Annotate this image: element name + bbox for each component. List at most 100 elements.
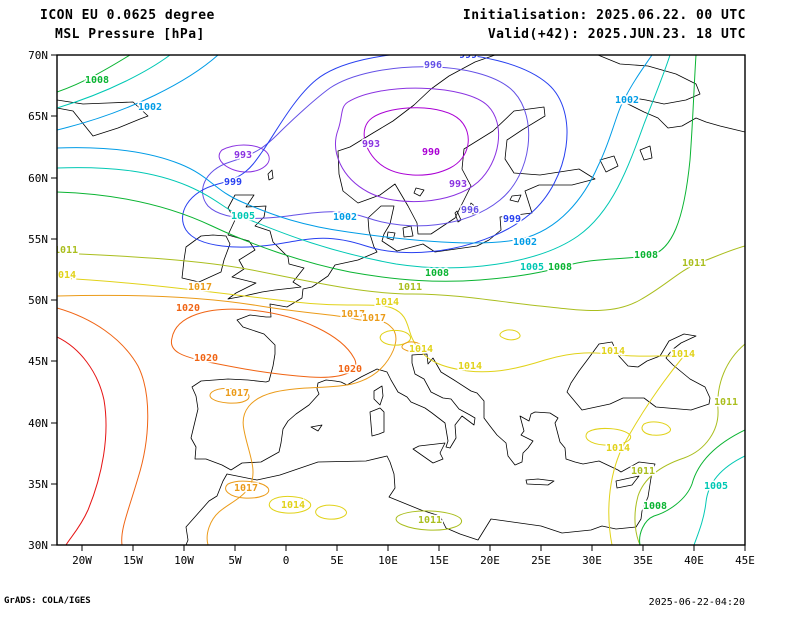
isobar-label: 1011 bbox=[631, 466, 655, 477]
isobar-label: 993 bbox=[362, 139, 380, 150]
coastline-path bbox=[402, 225, 414, 238]
isobar-label: 1008 bbox=[548, 262, 572, 273]
isobar-label: 1002 bbox=[333, 212, 357, 223]
lon-tick-label: 25E bbox=[531, 554, 551, 567]
coastline-path bbox=[597, 55, 745, 133]
lon-tick-label: 10E bbox=[378, 554, 398, 567]
lon-tick-label: 5W bbox=[228, 554, 242, 567]
isobar-label: 1005 bbox=[231, 211, 255, 222]
isobar-1020 bbox=[57, 307, 149, 545]
lon-tick-label: 5E bbox=[330, 554, 343, 567]
isobar-1008 bbox=[57, 55, 697, 282]
isobar-1017 bbox=[225, 480, 270, 499]
coastline-path bbox=[190, 55, 596, 471]
model-title: ICON EU 0.0625 degree bbox=[40, 8, 215, 23]
lat-tick-label: 60N bbox=[28, 172, 48, 185]
isobar-label: 990 bbox=[422, 147, 440, 158]
coastline-path bbox=[413, 187, 425, 197]
isobar-label: 996 bbox=[461, 205, 479, 216]
isobar-label: 1014 bbox=[606, 443, 630, 454]
coastline-path bbox=[227, 194, 305, 300]
coastline-path bbox=[267, 169, 274, 181]
isobar-label: 1011 bbox=[418, 515, 442, 526]
lon-tick-label: 0 bbox=[283, 554, 290, 567]
isobar-label: 1017 bbox=[234, 483, 258, 494]
field-title: MSL Pressure [hPa] bbox=[55, 27, 205, 42]
coastline-path bbox=[615, 475, 640, 489]
isobar-990 bbox=[363, 107, 469, 176]
isobar-1020 bbox=[170, 308, 357, 378]
isobar-label: 1002 bbox=[615, 95, 639, 106]
lon-tick-label: 10W bbox=[174, 554, 194, 567]
isobar-label: 1020 bbox=[338, 364, 362, 375]
coastline-path bbox=[181, 234, 231, 283]
isobar-label: 1008 bbox=[634, 250, 658, 261]
coastline-path bbox=[369, 407, 385, 437]
isobar-993 bbox=[218, 144, 270, 173]
isobar-label: 1005 bbox=[704, 481, 728, 492]
isobar-1014 bbox=[268, 495, 312, 514]
map-frame bbox=[56, 54, 746, 546]
coastline-path bbox=[412, 442, 446, 464]
isobar-label: 1002 bbox=[513, 237, 537, 248]
isobar-1011 bbox=[634, 343, 745, 545]
isobar-label: 1017 bbox=[188, 282, 212, 293]
lat-tick-label: 45N bbox=[28, 355, 48, 368]
isobar-label: 1011 bbox=[682, 258, 706, 269]
valid-time: Valid(+42): 2025.JUN.23. 18 UTC bbox=[487, 27, 746, 42]
isobar-1017 bbox=[209, 387, 250, 404]
coastline-path bbox=[57, 99, 149, 137]
isobar-label: 1020 bbox=[176, 303, 200, 314]
isobar-1011 bbox=[57, 245, 745, 311]
isobar-label: 1014 bbox=[281, 500, 305, 511]
isobar-label: 999 bbox=[224, 177, 242, 188]
lon-tick-label: 30E bbox=[582, 554, 602, 567]
isobar-label: 1017 bbox=[362, 313, 386, 324]
lon-tick-label: 35E bbox=[633, 554, 653, 567]
lon-tick-label: 20E bbox=[480, 554, 500, 567]
coastline-path bbox=[639, 145, 653, 161]
lon-tick-label: 15E bbox=[429, 554, 449, 567]
isobar-1017 bbox=[57, 294, 397, 545]
isobar-contours bbox=[57, 55, 745, 545]
isobar-1014 bbox=[315, 504, 347, 520]
coastline-path bbox=[468, 202, 479, 215]
lon-tick-label: 20W bbox=[72, 554, 92, 567]
isobar-label: 1014 bbox=[671, 349, 695, 360]
lat-tick-label: 30N bbox=[28, 539, 48, 552]
lat-tick-label: 35N bbox=[28, 478, 48, 491]
coastline-path bbox=[310, 424, 323, 432]
isobar-993 bbox=[335, 87, 500, 203]
isobar-1014 bbox=[57, 277, 684, 545]
isobar-label: 999 bbox=[503, 214, 521, 225]
isobar-1002 bbox=[57, 55, 219, 131]
isobar-1008 bbox=[639, 429, 745, 545]
isobar-label: 1011 bbox=[398, 282, 422, 293]
isobar-label: 993 bbox=[449, 179, 467, 190]
lat-tick-label: 65N bbox=[28, 110, 48, 123]
isobar-labels: 1008 1002 993 999 1005 1002 993 990 996 999 993 996… bbox=[57, 55, 740, 528]
isobar-label: 1005 bbox=[520, 262, 544, 273]
isobar-label: 1011 bbox=[714, 397, 738, 408]
creation-timestamp: 2025-06-22-04:20 bbox=[648, 597, 745, 608]
coastline-path bbox=[509, 194, 522, 203]
isobar-1005 bbox=[693, 455, 745, 545]
isobar-1014 bbox=[499, 329, 521, 341]
isobar-1008 bbox=[57, 55, 131, 93]
isobar-1005 bbox=[57, 55, 171, 109]
isobar-996 bbox=[202, 66, 530, 227]
isobar-1014 bbox=[585, 427, 632, 446]
coastline-path bbox=[373, 385, 384, 406]
isobar-1023 bbox=[57, 336, 107, 545]
isobar-label: 1017 bbox=[225, 388, 249, 399]
isobar-label: 1014 bbox=[458, 361, 482, 372]
grads-credit: GrADS: COLA/IGES bbox=[4, 596, 91, 606]
lat-tick-label: 70N bbox=[28, 49, 48, 62]
isobar-label: 1008 bbox=[643, 501, 667, 512]
isobar-label: 1002 bbox=[138, 102, 162, 113]
lon-tick-label: 15W bbox=[123, 554, 143, 567]
lat-tick-label: 55N bbox=[28, 233, 48, 246]
map-layers: 1008 1002 993 999 1005 1002 993 990 996 999 993 996… bbox=[57, 55, 745, 545]
